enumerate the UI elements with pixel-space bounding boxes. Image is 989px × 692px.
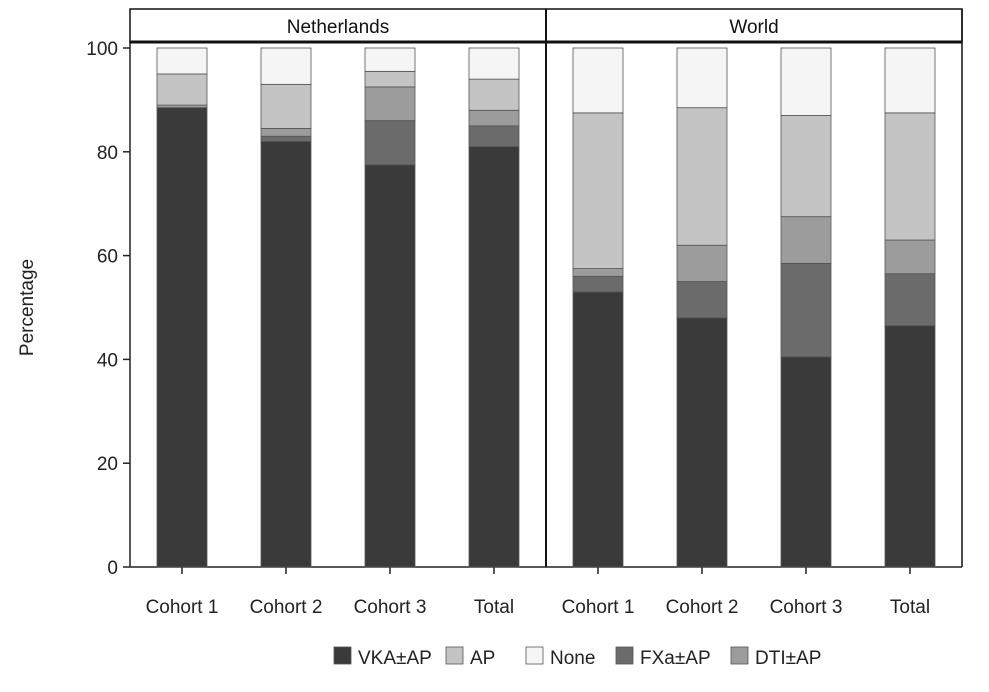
y-axis-title: Percentage: [17, 259, 38, 356]
bar-segment: [572, 268, 624, 277]
bar-segment: [676, 107, 728, 246]
bar-segment: [156, 107, 208, 568]
x-tick-label: Total: [474, 597, 514, 618]
y-tick-label: 40: [97, 350, 118, 371]
bar-segment: [780, 216, 832, 264]
y-tick-label: 80: [97, 143, 118, 164]
bar-segment: [260, 135, 312, 142]
bar-segment: [780, 356, 832, 568]
bar-segment: [780, 47, 832, 116]
bar-segment: [572, 291, 624, 568]
bar-segment: [572, 112, 624, 269]
bar-segment: [572, 275, 624, 293]
bar-segment: [260, 141, 312, 568]
legend-label: FXa±AP: [640, 648, 711, 669]
bar-segment: [676, 244, 728, 282]
bar-segment: [364, 70, 416, 88]
y-tick-label: 20: [97, 454, 118, 475]
bar-segment: [260, 83, 312, 129]
bar-segment: [468, 146, 520, 568]
bar-segment: [364, 164, 416, 568]
legend-swatch: [445, 646, 464, 665]
bar-segment: [780, 262, 832, 358]
bar-segment: [156, 73, 208, 106]
x-tick-label: Cohort 3: [770, 597, 843, 618]
bar-segment: [260, 128, 312, 137]
bar-segment: [780, 115, 832, 218]
bar-segment: [884, 112, 936, 241]
legend-label: AP: [470, 648, 495, 669]
bar-segment: [676, 47, 728, 109]
y-tick-label: 0: [107, 558, 118, 579]
bar-segment: [676, 317, 728, 568]
y-tick-label: 60: [97, 247, 118, 268]
bar-segment: [364, 120, 416, 166]
x-tick-label: Total: [890, 597, 930, 618]
bar-segment: [468, 78, 520, 111]
bar-segment: [468, 109, 520, 127]
bar-segment: [364, 47, 416, 72]
x-tick-label: Cohort 2: [666, 597, 739, 618]
bar-segment: [572, 47, 624, 114]
bar-segment: [884, 47, 936, 114]
x-tick-label: Cohort 2: [250, 597, 323, 618]
legend-label: None: [550, 648, 595, 669]
y-tick-label: 100: [86, 39, 118, 60]
legend-swatch: [730, 646, 749, 665]
bar-segment: [468, 125, 520, 148]
bar-segment: [884, 239, 936, 275]
x-tick-label: Cohort 1: [146, 597, 219, 618]
x-tick-label: Cohort 3: [354, 597, 427, 618]
panel-title: World: [729, 17, 778, 38]
legend-swatch: [615, 646, 634, 665]
legend-label: DTI±AP: [755, 648, 821, 669]
x-tick-label: Cohort 1: [562, 597, 635, 618]
legend-swatch: [333, 646, 352, 665]
legend-label: VKA±AP: [358, 648, 432, 669]
bar-segment: [468, 47, 520, 80]
legend-swatch: [525, 646, 544, 665]
bar-segment: [260, 47, 312, 85]
bar-segment: [364, 86, 416, 122]
bar-segment: [884, 273, 936, 327]
bar-segment: [884, 325, 936, 568]
bar-segment: [676, 281, 728, 319]
bar-segment: [156, 47, 208, 75]
panel-title: Netherlands: [287, 17, 389, 38]
